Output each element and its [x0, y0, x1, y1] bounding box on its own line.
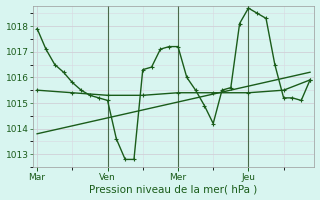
- X-axis label: Pression niveau de la mer( hPa ): Pression niveau de la mer( hPa ): [90, 184, 258, 194]
